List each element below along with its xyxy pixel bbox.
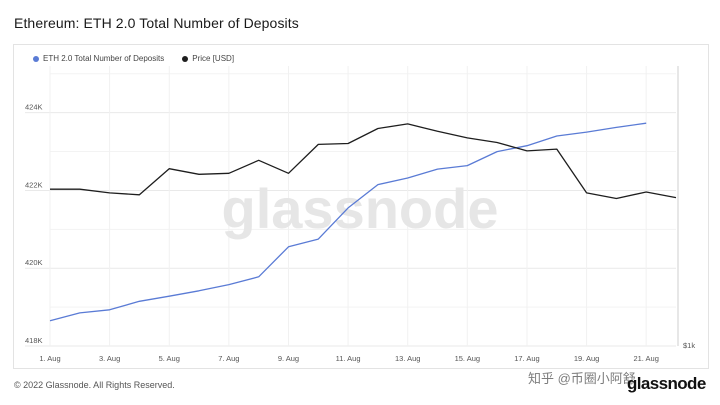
overlay-watermark: 知乎 @币圈小阿舒 [528, 371, 636, 386]
legend-label-deposits: ETH 2.0 Total Number of Deposits [43, 54, 165, 63]
copyright-footer: © 2022 Glassnode. All Rights Reserved. [14, 380, 175, 390]
legend-item-deposits[interactable]: ETH 2.0 Total Number of Deposits [33, 54, 164, 63]
deposits-series-line [49, 122, 647, 322]
y-tick-label: 424K [25, 103, 43, 112]
y-tick-label: 420K [25, 258, 43, 267]
brand-logo: glassnode [627, 374, 706, 393]
x-tick-label: 9. Aug [278, 354, 299, 363]
legend-item-price[interactable]: Price [USD] [182, 54, 234, 63]
legend-dot-price [182, 55, 189, 62]
glassnode-watermark: glassnode [222, 177, 499, 240]
right-axis-label: $1k [683, 341, 695, 350]
legend-dot-deposits [33, 55, 39, 62]
y-tick-label: 422K [25, 180, 43, 189]
x-tick-label: 21. Aug [633, 354, 658, 363]
x-tick-label: 7. Aug [218, 354, 239, 363]
chart-title: Ethereum: ETH 2.0 Total Number of Deposi… [14, 15, 299, 31]
x-tick-label: 13. Aug [395, 354, 420, 363]
x-tick-label: 5. Aug [159, 354, 180, 363]
y-tick-label: 418K [25, 336, 43, 345]
x-tick-label: 17. Aug [514, 354, 539, 363]
x-tick-label: 3. Aug [99, 354, 120, 363]
legend: ETH 2.0 Total Number of Deposits Price [… [33, 54, 234, 63]
x-tick-label: 15. Aug [455, 354, 480, 363]
price-series-line [50, 123, 677, 200]
x-tick-label: 1. Aug [39, 354, 60, 363]
x-tick-label: 19. Aug [574, 354, 599, 363]
x-tick-label: 11. Aug [336, 354, 361, 363]
legend-label-price: Price [USD] [192, 54, 235, 63]
chart-frame [13, 44, 709, 369]
